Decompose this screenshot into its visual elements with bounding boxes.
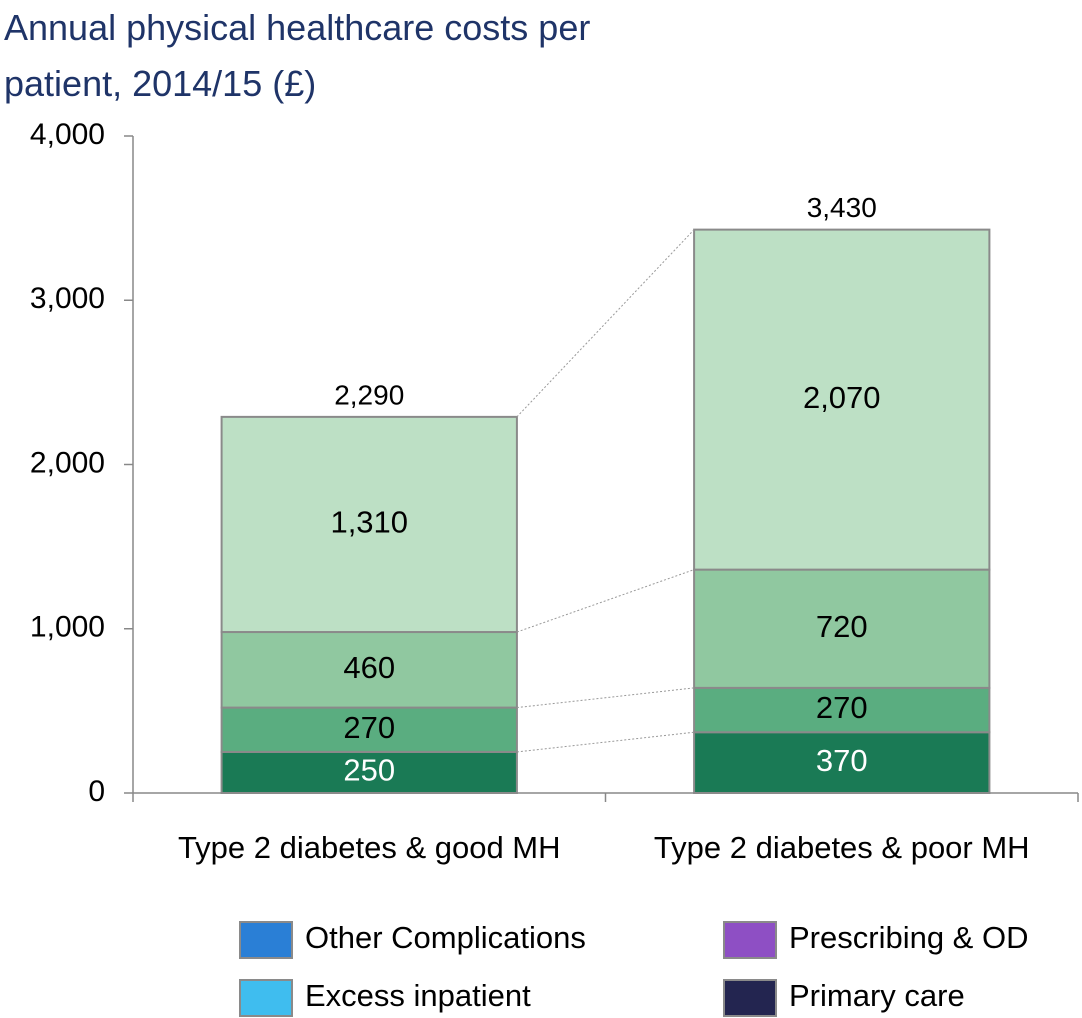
data-label: 250 [343, 753, 395, 788]
total-label: 2,290 [334, 379, 404, 410]
bar-segment [693, 568, 991, 689]
y-tick-label: 4,000 [30, 118, 105, 151]
total-label: 3,430 [807, 192, 877, 223]
legend-label: Excess inpatient [305, 978, 531, 1013]
y-tick-label: 1,000 [30, 611, 105, 644]
legend-swatch [723, 921, 777, 959]
data-label: 2,070 [803, 380, 881, 415]
y-tick-label: 2,000 [30, 446, 105, 479]
connector-line [516, 229, 695, 418]
data-label: 720 [816, 609, 868, 644]
connector-line [516, 569, 695, 633]
data-label: 370 [816, 743, 868, 778]
connector-line [516, 731, 695, 753]
bar-segment [693, 731, 991, 794]
chart-title: Annual physical healthcare costs per pat… [4, 7, 591, 104]
bar-segment [220, 415, 518, 634]
legend-swatch [723, 979, 777, 1017]
bar-segment [693, 228, 991, 571]
bar-segment [693, 686, 991, 734]
data-label: 270 [816, 690, 868, 725]
data-label: 270 [343, 710, 395, 745]
y-tick-label: 3,000 [30, 282, 105, 315]
x-tick-label: Type 2 diabetes & good MH [177, 830, 561, 865]
connector-line [516, 687, 695, 709]
legend-label: Prescribing & OD [789, 920, 1028, 955]
data-label: 1,310 [330, 505, 408, 540]
legend-swatch [239, 921, 293, 959]
y-tick-label: 0 [88, 775, 105, 808]
bar-segment [220, 631, 518, 709]
legend-swatch [239, 979, 293, 1017]
data-label: 460 [343, 650, 395, 685]
legend-label: Other Complications [305, 920, 586, 955]
legend-label: Primary care [789, 978, 965, 1013]
x-tick-label: Type 2 diabetes & poor MH [653, 830, 1030, 865]
